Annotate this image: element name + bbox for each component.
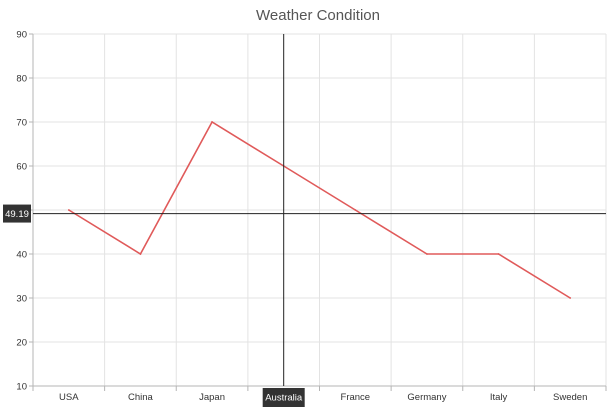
x-tick-label: Germany bbox=[407, 392, 446, 403]
data-point[interactable] bbox=[67, 209, 70, 211]
crosshair: 49.19 Australia bbox=[3, 34, 606, 407]
crosshair-y-tooltip bbox=[3, 204, 31, 223]
data-point[interactable] bbox=[497, 253, 500, 255]
y-tick-label: 70 bbox=[16, 118, 27, 129]
data-point[interactable] bbox=[354, 209, 357, 211]
x-tick-label: China bbox=[128, 392, 154, 403]
x-tick-label: Japan bbox=[199, 392, 225, 403]
crosshair-x-tooltip bbox=[262, 388, 305, 407]
y-tick-label: 20 bbox=[16, 338, 27, 349]
data-point[interactable] bbox=[569, 297, 572, 299]
data-point[interactable] bbox=[211, 121, 213, 123]
y-tick-label: 10 bbox=[16, 382, 27, 393]
data-point[interactable] bbox=[139, 253, 142, 255]
chart-title: Weather Condition bbox=[256, 7, 380, 24]
x-tick-label: Italy bbox=[490, 392, 508, 403]
crosshair-y-value: 49.19 bbox=[5, 209, 29, 220]
grid bbox=[32, 33, 607, 386]
crosshair-x-value: Australia bbox=[265, 393, 303, 404]
x-tick-label: USA bbox=[59, 392, 79, 403]
x-tick-label: France bbox=[341, 392, 371, 403]
y-tick-label: 90 bbox=[16, 30, 27, 41]
x-tick-label: Sweden bbox=[553, 392, 587, 403]
y-tick-label: 80 bbox=[16, 74, 27, 85]
series-line bbox=[68, 120, 571, 299]
y-tick-label: 40 bbox=[16, 250, 27, 261]
data-point[interactable] bbox=[426, 253, 428, 255]
y-tick-label: 30 bbox=[16, 294, 27, 305]
y-tick-label: 60 bbox=[16, 162, 27, 173]
